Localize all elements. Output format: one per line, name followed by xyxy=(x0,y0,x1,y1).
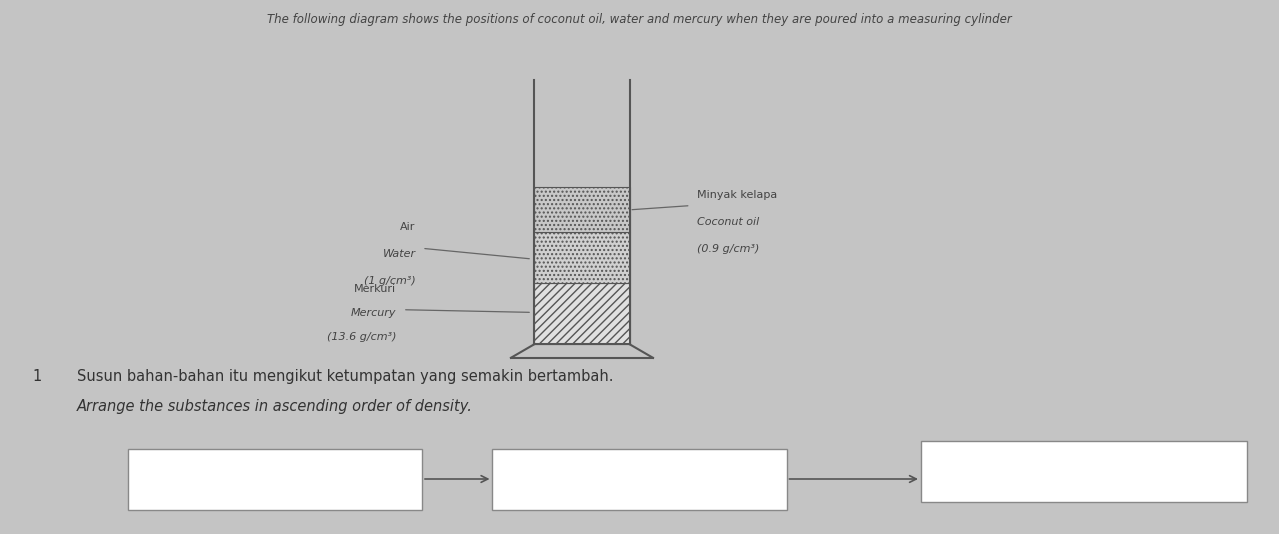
Bar xyxy=(535,283,629,344)
Text: Air: Air xyxy=(400,222,416,232)
Text: Arrange the substances in ascending order of density.: Arrange the substances in ascending orde… xyxy=(77,399,473,414)
Text: Merkuri: Merkuri xyxy=(354,284,396,294)
Text: 1: 1 xyxy=(32,370,41,384)
Text: Susun bahan-bahan itu mengikut ketumpatan yang semakin bertambah.: Susun bahan-bahan itu mengikut ketumpata… xyxy=(77,370,613,384)
Text: Minyak kelapa: Minyak kelapa xyxy=(697,190,778,200)
Bar xyxy=(128,449,422,510)
Text: Water: Water xyxy=(382,249,416,259)
Text: The following diagram shows the positions of coconut oil, water and mercury when: The following diagram shows the position… xyxy=(267,13,1012,26)
Bar xyxy=(535,232,629,283)
Bar xyxy=(535,187,629,232)
Bar xyxy=(492,449,787,510)
Text: (1 g/cm³): (1 g/cm³) xyxy=(365,276,416,286)
Text: Mercury: Mercury xyxy=(350,308,396,318)
Text: Coconut oil: Coconut oil xyxy=(697,217,760,227)
Bar xyxy=(921,441,1247,502)
Text: (13.6 g/cm³): (13.6 g/cm³) xyxy=(327,332,396,342)
Text: (0.9 g/cm³): (0.9 g/cm³) xyxy=(697,244,760,254)
